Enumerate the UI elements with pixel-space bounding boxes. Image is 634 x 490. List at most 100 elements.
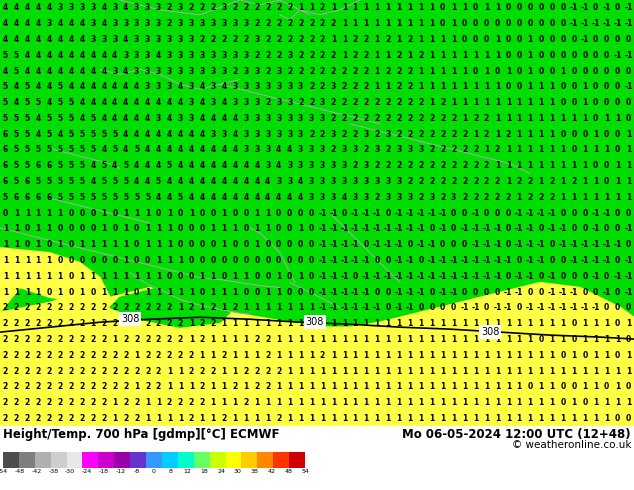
Text: 0: 0 — [550, 51, 555, 60]
Text: 2: 2 — [134, 398, 139, 407]
Text: 4: 4 — [167, 130, 172, 139]
Bar — [35, 452, 51, 468]
Text: 4: 4 — [3, 67, 8, 75]
Text: 1: 1 — [538, 177, 544, 186]
Text: 1: 1 — [550, 114, 555, 123]
Text: 0: 0 — [233, 209, 238, 218]
Text: 1: 1 — [571, 367, 576, 375]
Text: 1: 1 — [375, 398, 380, 407]
Text: 4: 4 — [36, 82, 41, 91]
Text: 1: 1 — [560, 414, 566, 423]
Text: -1: -1 — [318, 288, 327, 296]
Text: 3: 3 — [385, 177, 391, 186]
Text: 0: 0 — [538, 3, 544, 12]
Text: 0: 0 — [615, 98, 620, 107]
Text: 0: 0 — [604, 82, 609, 91]
Text: 3: 3 — [276, 114, 281, 123]
Text: -1: -1 — [624, 288, 633, 296]
Text: 3: 3 — [156, 35, 161, 44]
Text: 1: 1 — [473, 319, 478, 328]
Text: 2: 2 — [550, 193, 555, 202]
Text: 1: 1 — [418, 319, 424, 328]
Text: 2: 2 — [484, 193, 489, 202]
Text: 1: 1 — [462, 414, 467, 423]
Text: -8: -8 — [134, 469, 140, 474]
Text: 6: 6 — [46, 161, 52, 171]
Text: 1: 1 — [233, 224, 238, 233]
Text: 3: 3 — [145, 82, 150, 91]
Text: 0: 0 — [582, 398, 588, 407]
Text: 4: 4 — [265, 177, 271, 186]
Text: 0: 0 — [233, 240, 238, 249]
Text: 2: 2 — [484, 114, 489, 123]
Text: 1: 1 — [178, 303, 183, 313]
Text: 2: 2 — [79, 319, 84, 328]
Text: 2: 2 — [178, 351, 183, 360]
Text: 1: 1 — [484, 367, 489, 375]
Text: 1: 1 — [375, 351, 380, 360]
Text: 4: 4 — [112, 161, 117, 171]
Text: 2: 2 — [145, 367, 150, 375]
Text: 1: 1 — [210, 288, 216, 296]
Text: 4: 4 — [200, 98, 205, 107]
Text: 3: 3 — [254, 146, 259, 154]
Text: 1: 1 — [527, 319, 533, 328]
Text: 0: 0 — [593, 288, 598, 296]
Text: 4: 4 — [58, 19, 63, 28]
Text: 4: 4 — [276, 146, 281, 154]
Text: 2: 2 — [233, 35, 238, 44]
Text: 1: 1 — [473, 414, 478, 423]
Text: 3: 3 — [243, 51, 249, 60]
Text: -54: -54 — [0, 469, 8, 474]
Text: -1: -1 — [439, 224, 447, 233]
Text: 1: 1 — [385, 51, 391, 60]
Text: 0: 0 — [538, 51, 544, 60]
Text: 3: 3 — [221, 3, 227, 12]
Text: 3: 3 — [320, 98, 325, 107]
Text: 1: 1 — [418, 82, 424, 91]
Text: 0: 0 — [593, 51, 598, 60]
Text: 1: 1 — [560, 67, 566, 75]
Text: 1: 1 — [484, 3, 489, 12]
Text: 4: 4 — [101, 114, 107, 123]
Text: 2: 2 — [233, 382, 238, 392]
Text: 2: 2 — [298, 19, 303, 28]
Text: 2: 2 — [68, 398, 74, 407]
Text: 4: 4 — [221, 146, 227, 154]
Text: 2: 2 — [473, 114, 478, 123]
Text: 2: 2 — [134, 367, 139, 375]
Text: 4: 4 — [189, 161, 194, 171]
Text: 0: 0 — [287, 272, 292, 281]
Text: 1: 1 — [221, 224, 227, 233]
Text: 1: 1 — [429, 319, 434, 328]
Text: 2: 2 — [79, 414, 84, 423]
Text: 2: 2 — [189, 398, 194, 407]
Text: 1: 1 — [396, 382, 401, 392]
Text: 54: 54 — [301, 469, 309, 474]
Text: 1: 1 — [462, 51, 467, 60]
Text: 4: 4 — [46, 51, 52, 60]
Text: 1: 1 — [527, 367, 533, 375]
Text: 5: 5 — [3, 82, 8, 91]
Text: 0: 0 — [342, 209, 347, 218]
Text: 4: 4 — [90, 177, 96, 186]
Text: 3: 3 — [418, 146, 424, 154]
Text: -1: -1 — [329, 209, 337, 218]
Text: -1: -1 — [406, 272, 414, 281]
Text: -1: -1 — [427, 209, 436, 218]
Text: 2: 2 — [320, 3, 325, 12]
Text: 1: 1 — [123, 224, 128, 233]
Text: 4: 4 — [189, 193, 194, 202]
Text: 1: 1 — [418, 414, 424, 423]
Text: -1: -1 — [406, 303, 414, 313]
Text: 0: 0 — [484, 19, 489, 28]
Text: 1: 1 — [550, 367, 555, 375]
Text: 1: 1 — [462, 398, 467, 407]
Text: 1: 1 — [429, 51, 434, 60]
Text: 0: 0 — [626, 67, 631, 75]
Text: 1: 1 — [79, 288, 84, 296]
Text: 3: 3 — [243, 146, 249, 154]
Text: 4: 4 — [134, 177, 139, 186]
Text: -1: -1 — [351, 288, 359, 296]
Text: 0: 0 — [593, 161, 598, 171]
